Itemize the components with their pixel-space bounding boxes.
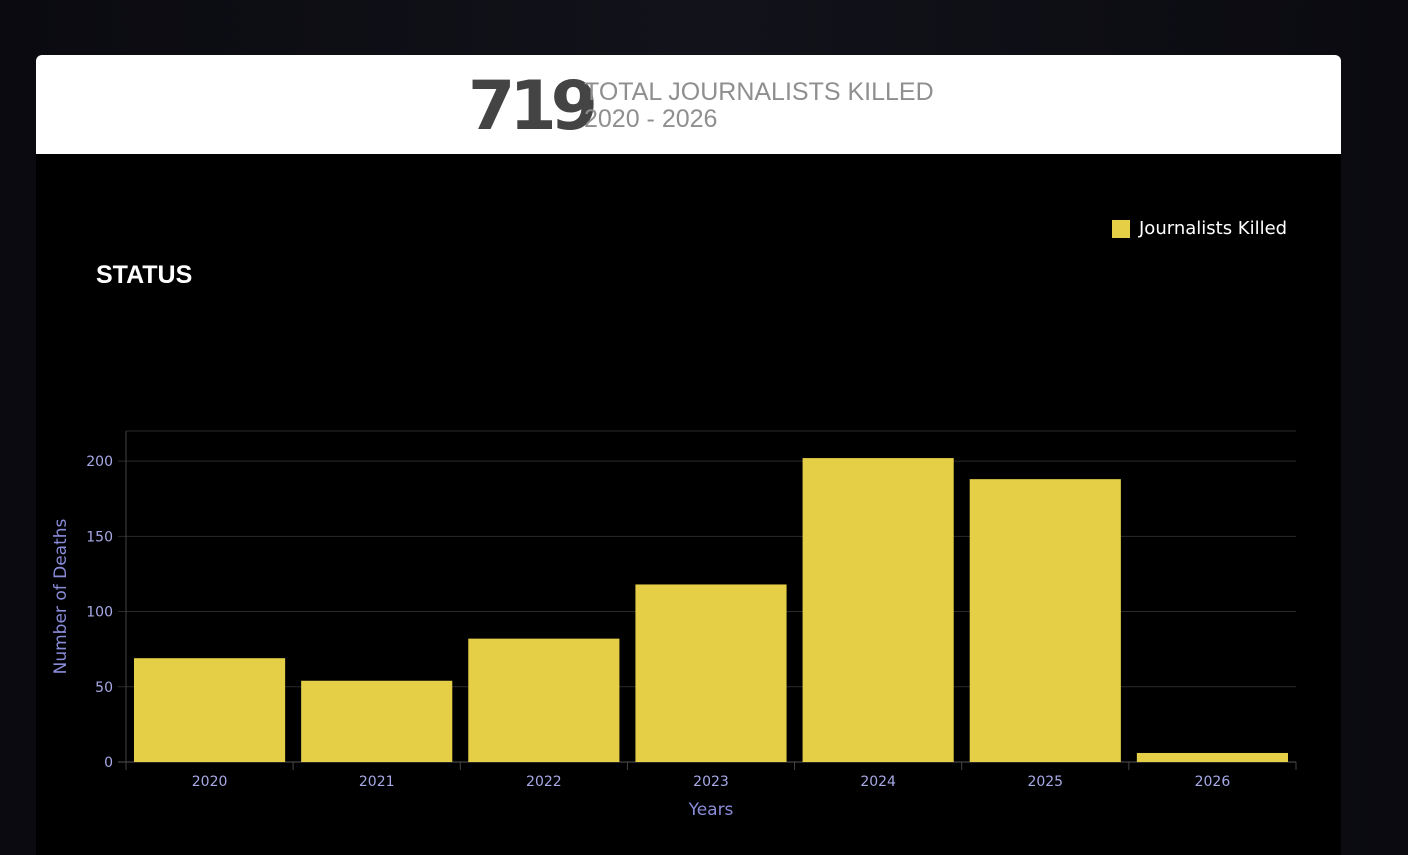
legend-swatch: [1112, 219, 1130, 238]
summary-header: 719 TOTAL JOURNALISTS KILLED 2020 - 2026: [36, 55, 1341, 154]
x-tick-label: 2024: [860, 774, 896, 790]
chart-legend[interactable]: Journalists Killed: [1112, 218, 1287, 239]
y-tick-label: 50: [95, 680, 113, 696]
chart-card: 719 TOTAL JOURNALISTS KILLED 2020 - 2026…: [36, 55, 1341, 855]
x-tick-label: 2023: [693, 774, 729, 790]
x-tick-label: 2026: [1195, 774, 1231, 790]
y-tick-label: 200: [86, 454, 113, 470]
bar-2024[interactable]: [802, 458, 954, 762]
summary-text: TOTAL JOURNALISTS KILLED 2020 - 2026: [584, 79, 934, 133]
bar-2026[interactable]: [1136, 752, 1288, 762]
total-count: 719: [468, 67, 598, 146]
legend-label: Journalists Killed: [1139, 218, 1288, 239]
bar-2023[interactable]: [635, 584, 787, 762]
y-tick-label: 100: [86, 605, 113, 621]
x-tick-label: 2025: [1027, 774, 1063, 790]
summary-line-2: 2020 - 2026: [584, 105, 718, 133]
bar-2020[interactable]: [134, 658, 286, 762]
bar-chart: 0 50 100 150 200 2020 2021 2022 2023 2024 2025 2026…: [51, 430, 1297, 820]
y-axis-title: Number of Deaths: [51, 518, 71, 674]
x-tick-label: 2022: [526, 774, 562, 790]
x-axis-title: Years: [688, 800, 734, 820]
bar-2022[interactable]: [468, 638, 620, 762]
y-tick-label: 150: [86, 529, 113, 545]
bar-2025[interactable]: [969, 479, 1121, 762]
bar-2021[interactable]: [301, 680, 453, 762]
y-tick-label: 0: [104, 755, 113, 771]
x-tick-label: 2021: [359, 774, 395, 790]
section-title: STATUS: [96, 261, 193, 289]
summary-line-1: TOTAL JOURNALISTS KILLED: [584, 78, 934, 106]
x-tick-label: 2020: [192, 774, 228, 790]
